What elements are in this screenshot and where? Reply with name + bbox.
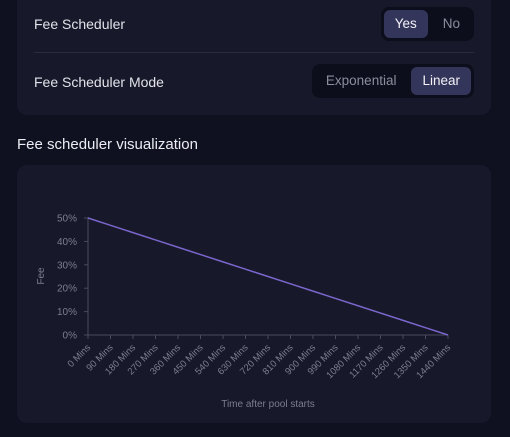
fee-scheduler-no-button[interactable]: No (442, 16, 460, 31)
x-axis-label: Time after pool starts (221, 399, 315, 410)
fee-scheduler-label: Fee Scheduler (34, 16, 126, 32)
row-divider (34, 52, 474, 53)
chart-card: 0% 10% 20% 30% 40% 50% 0 Mins 90 Mins 180 Mins 2… (17, 165, 491, 423)
fee-scheduler-mode-toggle: Exponential Linear (311, 64, 474, 98)
y-axis-label: Fee (36, 267, 47, 285)
fee-scheduler-toggle: Yes No (380, 7, 474, 41)
fee-scheduler-mode-label: Fee Scheduler Mode (34, 74, 164, 90)
mode-exponential-button[interactable]: Exponential (325, 73, 397, 88)
y-tick-label: 40% (57, 237, 77, 248)
y-tick-label: 10% (57, 307, 77, 318)
fee-scheduler-yes-button[interactable]: Yes (383, 10, 428, 38)
fee-series-line (87, 217, 449, 336)
y-tick-label: 20% (57, 284, 77, 295)
y-tick-label: 0% (63, 331, 78, 342)
mode-linear-button[interactable]: Linear (411, 67, 471, 95)
settings-card: Fee Scheduler Yes No Fee Scheduler Mode … (17, 0, 491, 115)
y-tick-label: 30% (57, 260, 77, 271)
y-tick-label: 50% (57, 214, 77, 225)
visualization-title: Fee scheduler visualization (17, 136, 198, 153)
